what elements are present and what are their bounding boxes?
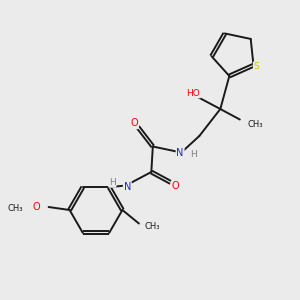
Text: CH₃: CH₃	[145, 222, 161, 231]
Text: N: N	[124, 182, 131, 192]
Text: H: H	[190, 150, 197, 159]
Text: S: S	[254, 62, 260, 71]
Text: O: O	[33, 202, 40, 212]
Text: O: O	[130, 118, 138, 128]
Text: CH₃: CH₃	[247, 119, 263, 128]
Text: CH₃: CH₃	[8, 204, 23, 213]
Text: H: H	[109, 178, 116, 187]
Text: N: N	[176, 148, 184, 158]
Text: HO: HO	[186, 88, 200, 98]
Text: O: O	[172, 181, 179, 191]
